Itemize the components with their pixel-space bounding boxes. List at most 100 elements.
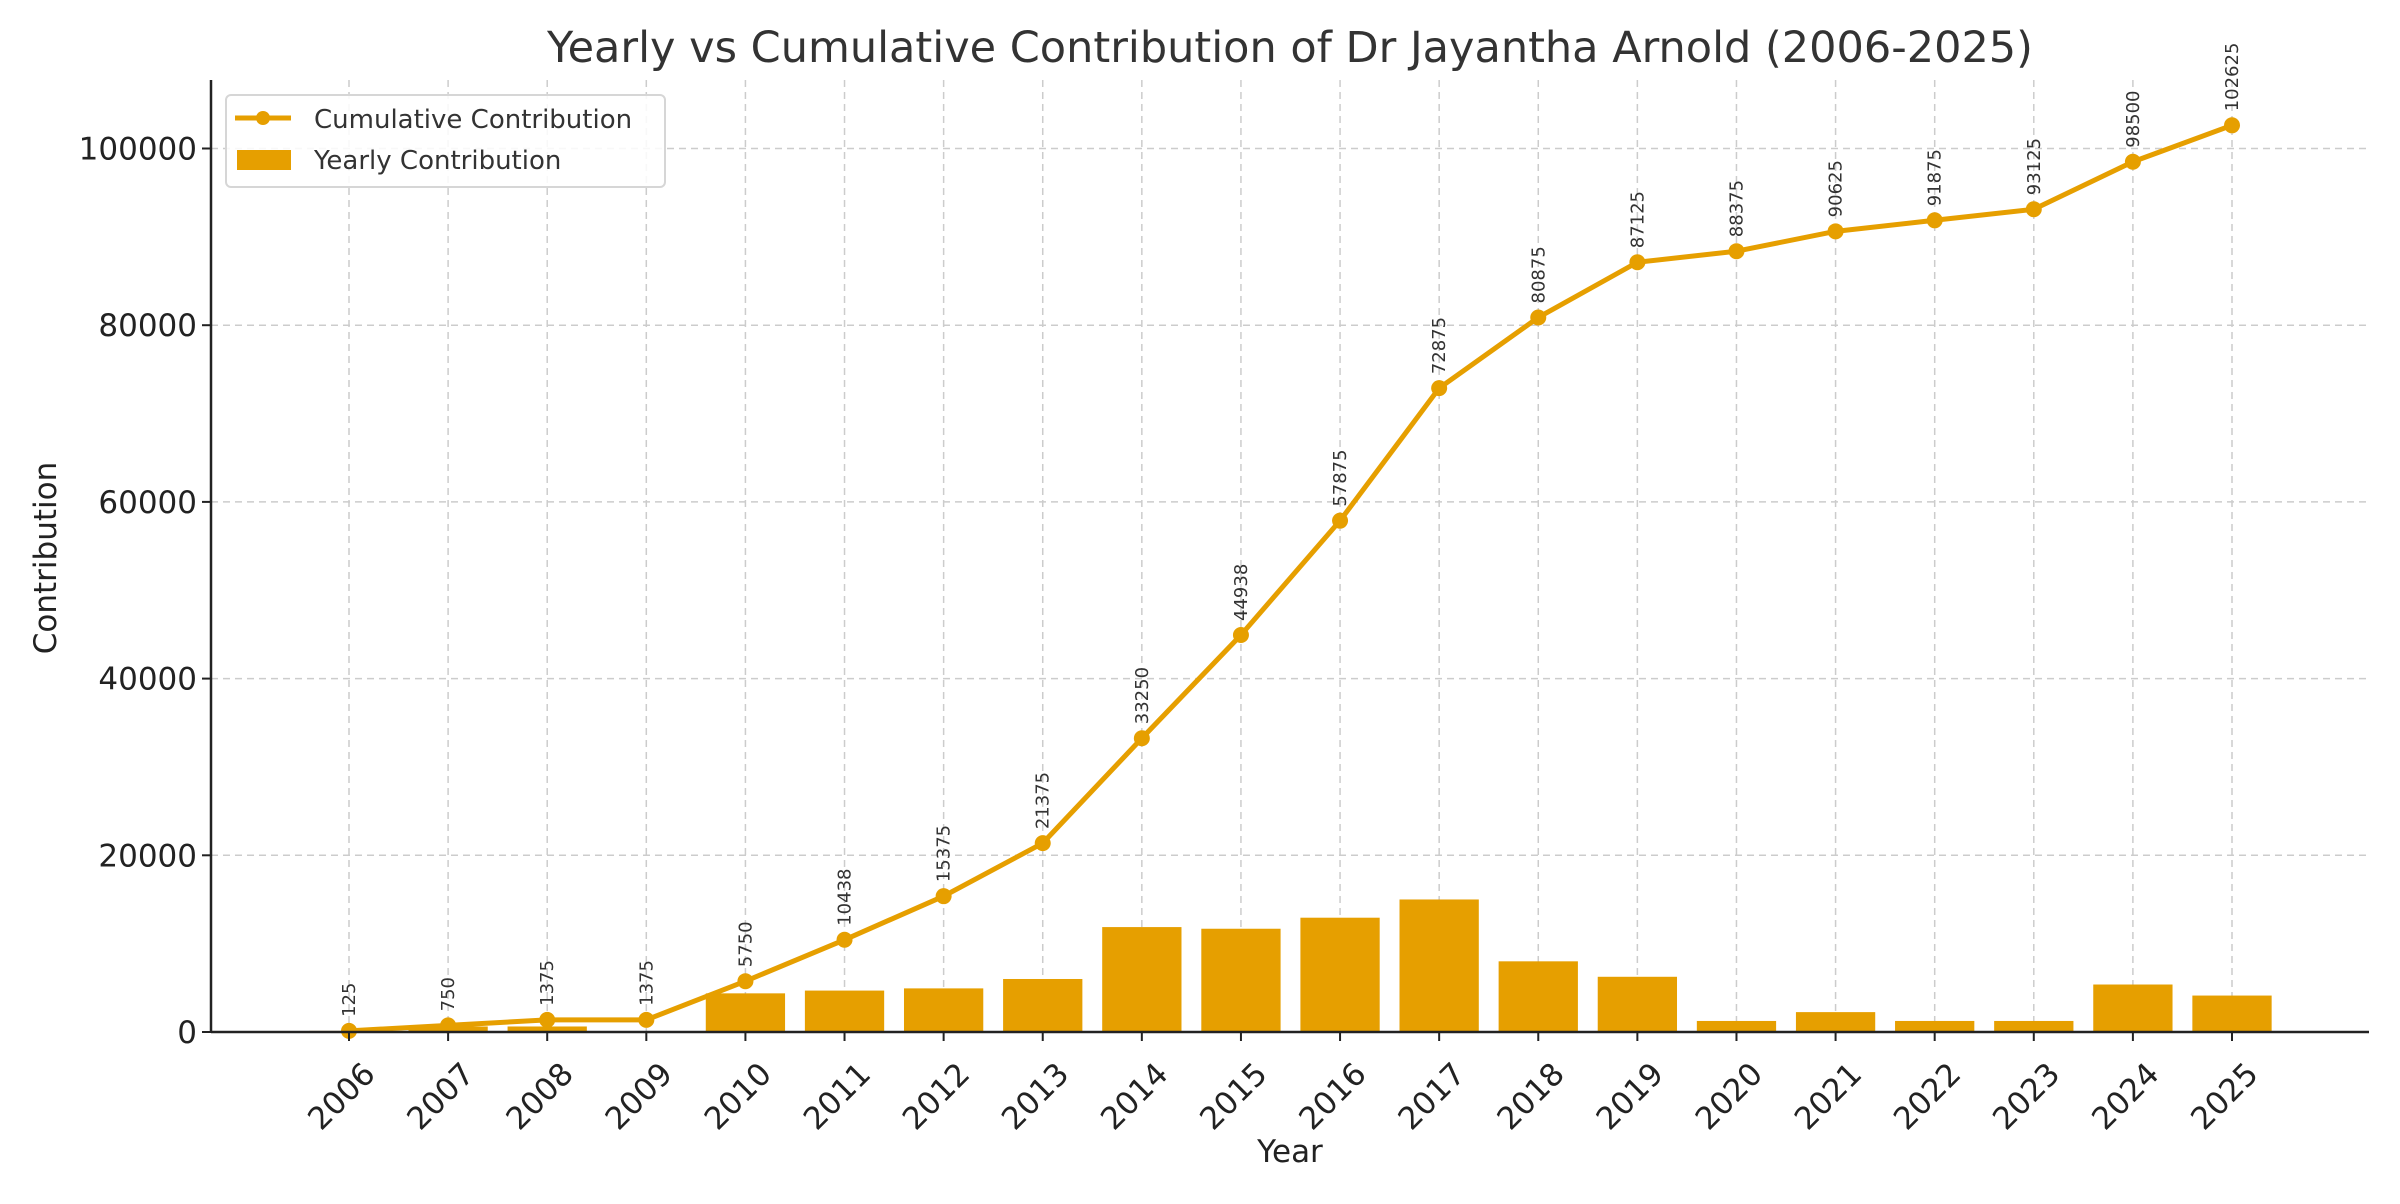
bar-2018 [1498,961,1578,1032]
data-label-2023: 93125 [2024,138,2045,195]
cumulative-point-2008 [539,1011,556,1028]
x-tick-label-2007: 2007 [400,1056,481,1137]
data-label-2025: 102625 [2222,43,2243,112]
x-tick-label-2008: 2008 [499,1056,580,1137]
cumulative-point-2022 [1926,212,1943,229]
bar-2017 [1399,899,1479,1032]
cumulative-point-2017 [1431,380,1448,397]
bar-2020 [1696,1020,1777,1032]
x-tick-label-2020: 2020 [1689,1056,1770,1137]
data-label-2012: 15375 [934,825,955,882]
data-label-2019: 87125 [1627,191,1648,248]
cumulative-point-2012 [935,888,952,905]
legend-marker-swatch [256,111,270,125]
legend-frame [225,94,666,188]
data-label-2020: 88375 [1726,180,1747,237]
x-tick-label-2009: 2009 [599,1056,680,1137]
cumulative-polyline [348,122,2233,1034]
legend-bar-swatch [237,150,291,170]
bar-2014 [1102,927,1182,1032]
data-label-2014: 33250 [1132,667,1153,724]
x-tick-label-2006: 2006 [301,1056,382,1137]
cumulative-point-2021 [1827,223,1844,240]
x-tick-label-2013: 2013 [995,1056,1076,1137]
x-tick-label-2012: 2012 [896,1056,977,1137]
data-labels: 125 750 1375 1375 5750 10438 15375 21375 33250 44… [339,43,2243,1017]
x-tick-label-2021: 2021 [1788,1056,1869,1137]
x-tick-label-2019: 2019 [1590,1056,1671,1137]
x-tick-label-2018: 2018 [1491,1056,1572,1137]
y-tick-label-0: 0 [177,1015,197,1051]
bar-2008 [507,1026,587,1032]
x-tick-label-2017: 2017 [1391,1056,1472,1137]
data-label-2018: 80875 [1528,246,1549,303]
y-tick-label-100000: 100000 [79,132,197,168]
data-label-2006: 125 [339,983,360,1017]
legend-label-yearly: Yearly Contribution [313,146,561,176]
x-tick-label-2025: 2025 [2184,1056,2265,1137]
y-tick-label-40000: 40000 [98,662,197,698]
x-tick-label-2016: 2016 [1292,1056,1373,1137]
cumulative-point-2007 [440,1017,457,1034]
bar-2023 [1994,1020,2074,1032]
y-axis-label: Contribution [28,462,64,654]
bar-2016 [1300,917,1380,1032]
data-label-2015: 44938 [1231,564,1252,621]
bar-2021 [1795,1012,1876,1032]
bar-2024 [2093,984,2173,1032]
y-tick-label-20000: 20000 [98,838,197,874]
x-tick-label-2022: 2022 [1887,1056,1968,1137]
data-label-2021: 90625 [1826,160,1847,217]
y-ticks: 0 20000 40000 60000 80000 100000 [79,132,211,1051]
chart-title: Yearly vs Cumulative Contribution of Dr … [546,23,2033,73]
bar-2019 [1597,976,1678,1032]
data-label-2017: 72875 [1429,317,1450,374]
cumulative-point-2024 [2124,153,2141,170]
cumulative-point-2023 [2025,201,2042,218]
data-label-2022: 91875 [1925,149,1946,206]
bar-2011 [804,990,885,1032]
axes [209,80,2369,1034]
data-label-2007: 750 [438,977,459,1011]
x-tick-label-2010: 2010 [698,1056,779,1137]
bar-2025 [2192,995,2272,1032]
cumulative-point-2014 [1133,730,1150,747]
cumulative-point-2013 [1034,835,1051,852]
cumulative-point-2025 [2224,117,2240,134]
cumulative-point-2011 [836,931,853,948]
bar-2015 [1201,928,1281,1032]
y-tick-label-60000: 60000 [98,485,197,521]
legend: Cumulative Contribution Yearly Contribut… [225,94,666,188]
data-label-2008: 1375 [537,960,558,1006]
data-label-2016: 57875 [1330,449,1351,506]
bar-2012 [903,988,984,1032]
data-label-2010: 5750 [735,921,756,967]
cumulative-point-2018 [1530,309,1547,326]
cumulative-point-2009 [638,1011,655,1028]
data-label-2024: 98500 [2123,90,2144,147]
bar-2022 [1895,1020,1975,1032]
x-axis-label: Year [1256,1134,1323,1170]
x-tick-label-2011: 2011 [797,1056,878,1137]
data-label-2013: 21375 [1033,772,1054,829]
cumulative-line [341,117,2240,1039]
x-tick-label-2024: 2024 [2085,1056,2166,1137]
cumulative-point-2019 [1629,254,1646,271]
bars [309,899,2272,1032]
x-ticks: 2006 2007 2008 2009 2010 2011 2012 2013 2014 2015… [301,1032,2266,1137]
cumulative-point-2010 [737,973,754,990]
cumulative-point-2016 [1332,512,1349,529]
cumulative-point-2020 [1728,243,1745,260]
cumulative-point-2015 [1232,626,1249,643]
x-tick-label-2023: 2023 [1986,1056,2067,1137]
bar-2013 [1003,978,1083,1032]
y-tick-label-80000: 80000 [98,308,197,344]
legend-label-cumulative: Cumulative Contribution [314,105,632,135]
data-label-2009: 1375 [636,960,657,1006]
data-label-2011: 10438 [835,869,856,926]
x-tick-label-2014: 2014 [1094,1056,1175,1137]
grid [211,80,2369,1032]
x-tick-label-2015: 2015 [1193,1056,1274,1137]
bar-2010 [705,993,786,1032]
